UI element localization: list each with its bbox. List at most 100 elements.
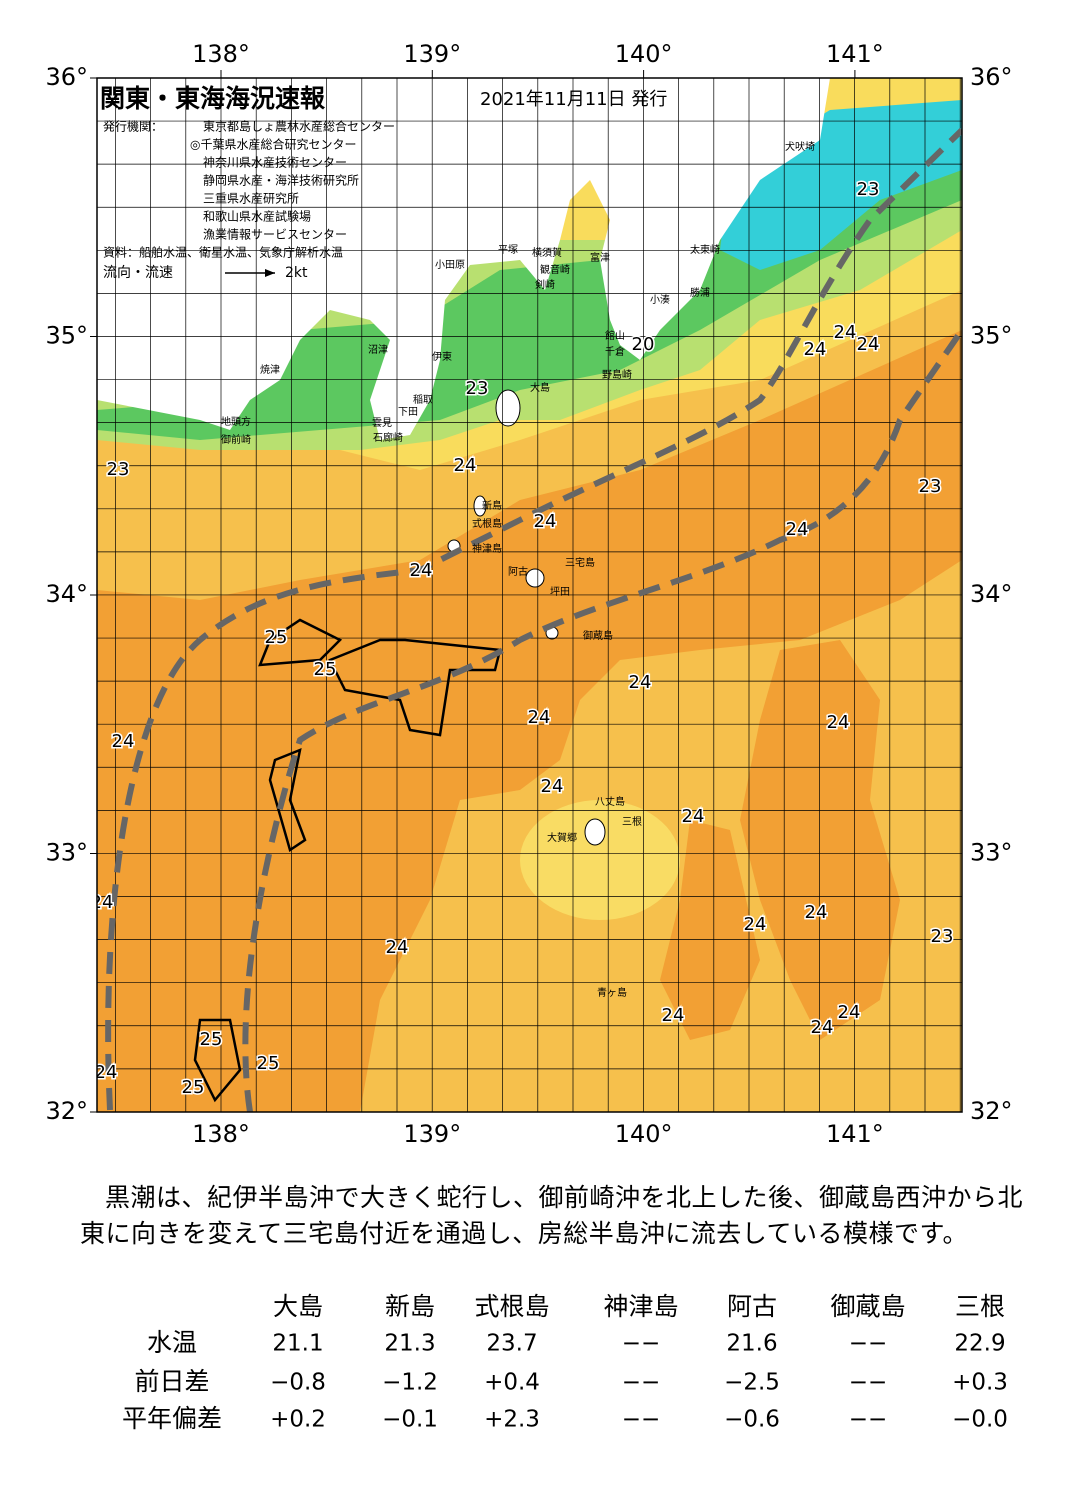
place-name: 平塚 [498,244,518,256]
isotherm-label: 24 [629,672,652,693]
lat-label: 35° [45,322,88,350]
island [525,568,545,588]
place-name: 小湊 [650,293,670,306]
lon-label: 138° [192,1120,250,1148]
place-name: 稲取 [413,394,433,406]
isotherm-label: 24 [838,1002,861,1023]
table-cell: −− [849,1370,888,1396]
kuroshio-boundary [242,328,962,1112]
column-header: 御蔵島 [830,1292,905,1321]
place-name: 剣崎 [535,278,555,291]
lat-label: 36° [45,63,88,91]
legend-speed: 2kt [285,265,308,281]
issuer: 和歌山県水産試験場 [203,209,311,224]
isotherm-label: 24 [528,707,551,728]
lon-label: 139° [403,40,461,68]
isotherm-label: 24 [95,1062,118,1083]
lat-label: 34° [970,580,1013,608]
lon-label: 138° [192,40,250,68]
isotherm-label: 24 [386,937,409,958]
issuer: 静岡県水産・海洋技術研究所 [203,173,359,188]
place-name: 三宅島 [565,556,595,569]
isotherm-label: 24 [410,560,433,581]
issuer: ◎千葉県水産総合研究センター [190,137,356,152]
legend-label: 流向・流速 [103,265,173,281]
column-header: 大島 [273,1292,323,1321]
place-name: 沼津 [368,343,388,356]
isotherm-label: 24 [112,731,135,752]
table-cell: −− [849,1331,888,1357]
summary-text: 黒潮は、紀伊半島沖で大きく蛇行し、御前崎沖を北上した後、御蔵島西沖から北東に向き… [80,1183,1024,1248]
place-name: 富津 [590,251,610,264]
isotherm-label: 24 [91,892,114,913]
isotherm-label: 25 [265,627,288,648]
issuer: 神奈川県水産技術センター [203,155,347,170]
column-header: 阿古 [727,1292,777,1321]
place-name: 野島崎 [602,368,632,381]
place-name: 太東崎 [690,243,720,256]
issuer: 三重県水産研究所 [203,191,299,206]
place-name: 勝浦 [690,286,710,299]
row-label: 水温 [147,1328,197,1357]
table-cell: +2.3 [484,1407,540,1433]
isotherm-label: 24 [805,902,828,923]
table-cell: 22.9 [954,1331,1005,1357]
table-cell: −0.1 [382,1407,438,1433]
place-name: 御前崎 [221,433,251,446]
place-name: 阿古 [508,565,528,578]
issuer-label: 発行機関： [103,119,163,134]
sea-warm [97,330,962,1112]
place-name: 焼津 [260,364,280,376]
isotherm-label: 24 [834,322,857,343]
place-name: 石廊崎 [373,431,403,444]
sea-warm [740,640,900,1040]
isotherm-label: 25 [314,659,337,680]
lon-label: 139° [403,1120,461,1148]
isotherm-label: 20 [632,334,655,355]
issue-date: 2021年11月11日 発行 [480,89,667,110]
lat-label: 35° [970,322,1013,350]
table-cell: −1.2 [382,1370,438,1396]
place-name: 坪田 [550,585,570,598]
place-name: 観音崎 [540,263,570,276]
table-cell: 21.6 [726,1331,777,1357]
isotherm-label: 23 [857,179,880,200]
isotherm-label: 23 [919,476,942,497]
sea-cool [520,800,680,920]
lat-label: 33° [45,839,88,867]
place-name: 伊東 [432,350,452,363]
table-cell: −0.8 [270,1370,326,1396]
isotherm-label: 23 [107,459,130,480]
island [584,818,606,846]
table-cell: −2.5 [724,1370,780,1396]
place-name: 千倉 [605,345,625,358]
place-name: 館山 [605,329,625,342]
issuer-list: 東京都島しょ農林水産総合センター ◎千葉県水産総合研究センター神奈川県水産技術セン… [190,119,395,242]
isotherm-label: 24 [811,1017,834,1038]
isotherm-label: 24 [744,914,767,935]
place-name: 神津島 [472,542,502,555]
isotherm-label: 24 [541,776,564,797]
place-name: 下田 [398,407,418,418]
place-name: 三根 [622,815,642,828]
place-name: 八丈島 [595,795,625,808]
column-header: 新島 [385,1292,435,1321]
legend-arrowhead [265,269,275,277]
table-cell: −− [849,1407,888,1433]
kuroshio-boundary [105,127,962,1111]
table-cell: −0.0 [952,1407,1008,1433]
row-label: 平年偏差 [122,1404,222,1433]
table-cell: −− [622,1370,661,1396]
lon-label: 141° [826,40,884,68]
table-cell: 23.7 [486,1331,537,1357]
lon-label: 140° [615,40,673,68]
place-name: 大島 [530,381,550,394]
table-cell: 21.3 [384,1331,435,1357]
coordinate-labels: 138° 138° 139° 139° 140° 140° 141° 141° 32° 32° 33… [45,40,1012,1148]
table-cell: −0.6 [724,1407,780,1433]
isotherm-label: 24 [857,334,880,355]
isotherm-label: 23 [931,926,954,947]
